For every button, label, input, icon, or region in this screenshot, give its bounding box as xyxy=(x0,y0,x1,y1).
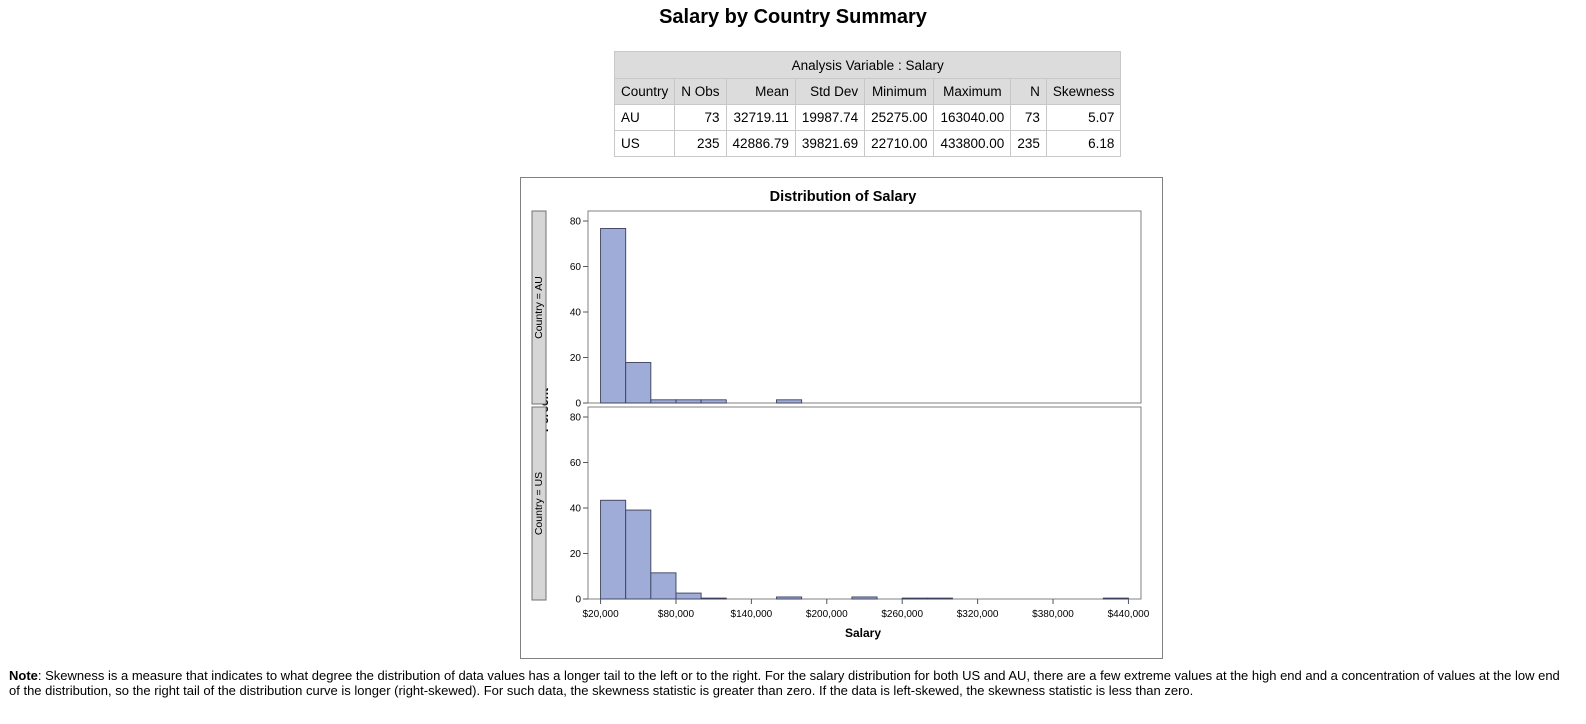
cell-skewness: 6.18 xyxy=(1045,130,1122,157)
panel-strip-label: Country = AU xyxy=(533,276,545,339)
header-minimum: Minimum xyxy=(864,78,935,105)
x-tick-label: $320,000 xyxy=(957,609,999,620)
cell-n-obs: 235 xyxy=(674,130,727,157)
x-tick-label: $200,000 xyxy=(806,609,848,620)
table-caption-row: Analysis Variable : Salary xyxy=(613,51,1122,79)
cell-n-obs: 73 xyxy=(674,104,727,131)
histogram-bar xyxy=(625,362,652,404)
table-caption: Analysis Variable : Salary xyxy=(613,51,1122,79)
table-row: US 235 42886.79 39821.69 22710.00 433800… xyxy=(613,130,1122,157)
y-tick-label: 20 xyxy=(570,353,582,364)
header-mean: Mean xyxy=(725,78,796,105)
table-row: AU 73 32719.11 19987.74 25275.00 163040.… xyxy=(613,104,1122,131)
y-tick-label: 60 xyxy=(570,458,582,469)
histogram-bar xyxy=(700,597,727,600)
y-tick-label: 40 xyxy=(570,308,582,319)
y-tick-label: 80 xyxy=(570,217,582,228)
y-tick-label: 40 xyxy=(570,504,582,515)
x-tick-label: $260,000 xyxy=(881,609,923,620)
x-tick-label: $20,000 xyxy=(582,609,619,620)
panel-plot-area xyxy=(587,210,1142,404)
cell-maximum: 433800.00 xyxy=(933,130,1012,157)
histogram-bar xyxy=(851,596,878,600)
histogram-bar xyxy=(625,509,652,600)
histogram-bar xyxy=(600,228,627,404)
cell-skewness: 5.07 xyxy=(1045,104,1122,131)
cell-std-dev: 39821.69 xyxy=(794,130,866,157)
chart-frame: Distribution of Salary Salary Percent Co… xyxy=(520,177,1163,659)
histogram-bar xyxy=(675,592,702,600)
page-title: Salary by Country Summary xyxy=(659,6,927,28)
histogram-bar xyxy=(650,399,677,404)
cell-minimum: 25275.00 xyxy=(864,104,935,131)
header-n: N xyxy=(1010,78,1047,105)
cell-country: US xyxy=(613,130,676,157)
table-header-row: Country N Obs Mean Std Dev Minimum Maxim… xyxy=(613,78,1122,105)
header-skewness: Skewness xyxy=(1045,78,1122,105)
y-tick-label: 0 xyxy=(575,399,581,410)
header-std-dev: Std Dev xyxy=(794,78,866,105)
cell-country: AU xyxy=(613,104,676,131)
x-tick-label: $80,000 xyxy=(658,609,695,620)
histogram-bar xyxy=(901,597,928,600)
histogram-bar xyxy=(650,572,677,600)
x-tick-label: $140,000 xyxy=(731,609,773,620)
summary-table: Analysis Variable : Salary Country N Obs… xyxy=(613,51,1122,157)
header-n-obs: N Obs xyxy=(674,78,727,105)
note-label: Note xyxy=(9,668,38,683)
histogram-chart: Distribution of Salary Salary Percent Co… xyxy=(531,189,1150,640)
histogram-bar xyxy=(1102,597,1129,600)
note-text: : Skewness is a measure that indicates t… xyxy=(9,668,1560,698)
y-tick-label: 80 xyxy=(570,413,582,424)
header-country: Country xyxy=(613,78,676,105)
panel-strip xyxy=(531,406,547,601)
cell-maximum: 163040.00 xyxy=(933,104,1012,131)
header-maximum: Maximum xyxy=(933,78,1012,105)
y-tick-label: 60 xyxy=(570,262,582,273)
histogram-bar xyxy=(776,399,803,404)
panel-strip xyxy=(531,210,547,405)
cell-std-dev: 19987.74 xyxy=(794,104,866,131)
histogram-bar xyxy=(675,399,702,404)
cell-minimum: 22710.00 xyxy=(864,130,935,157)
histogram-bar xyxy=(600,499,627,600)
cell-n: 235 xyxy=(1010,130,1047,157)
chart-title: Distribution of Salary xyxy=(770,189,917,205)
note-paragraph: Note: Skewness is a measure that indicat… xyxy=(9,668,1569,698)
panel-plot-area xyxy=(587,406,1142,600)
cell-mean: 42886.79 xyxy=(725,130,796,157)
y-tick-label: 0 xyxy=(575,595,581,606)
histogram-bar xyxy=(926,597,953,600)
cell-n: 73 xyxy=(1010,104,1047,131)
x-tick-label: $440,000 xyxy=(1108,609,1150,620)
histogram-bar xyxy=(700,399,727,404)
x-tick-label: $380,000 xyxy=(1032,609,1074,620)
histogram-bar xyxy=(776,596,803,600)
panel-strip-label: Country = US xyxy=(533,472,545,535)
cell-mean: 32719.11 xyxy=(725,104,796,131)
x-axis-label: Salary xyxy=(845,626,881,640)
y-tick-label: 20 xyxy=(570,549,582,560)
